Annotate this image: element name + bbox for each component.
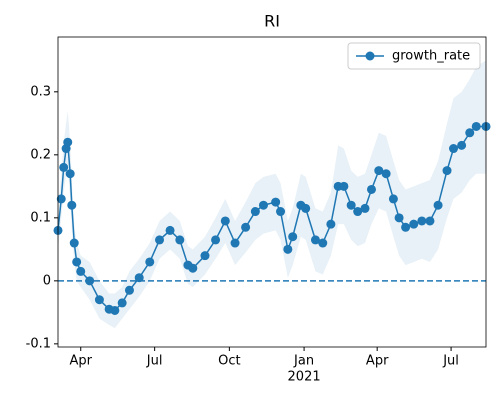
marker	[211, 235, 221, 245]
marker	[417, 216, 427, 226]
marker	[394, 213, 404, 223]
marker	[326, 219, 336, 229]
marker	[134, 273, 144, 283]
marker	[381, 169, 391, 179]
marker	[465, 128, 475, 138]
marker	[318, 238, 328, 248]
marker	[374, 166, 384, 176]
x-tick-label: Oct	[218, 354, 240, 369]
marker	[94, 295, 104, 305]
y-tick-label: 0.2	[30, 147, 51, 162]
y-tick-label: -0.1	[26, 336, 51, 351]
marker	[283, 244, 293, 254]
marker	[117, 298, 127, 308]
marker	[124, 285, 134, 295]
marker	[220, 216, 230, 226]
legend-marker	[365, 51, 375, 61]
marker	[409, 219, 419, 229]
marker	[155, 235, 165, 245]
legend-label: growth_rate	[392, 49, 470, 64]
x-tick-label: Jul	[442, 354, 459, 369]
marker	[258, 200, 268, 210]
marker	[59, 162, 69, 172]
marker	[250, 207, 260, 217]
marker	[110, 305, 120, 315]
marker	[360, 203, 370, 213]
y-tick-label: 0	[43, 273, 51, 288]
chart-title: RI	[264, 12, 280, 31]
marker	[165, 225, 175, 235]
marker	[76, 266, 86, 276]
marker	[188, 263, 198, 273]
marker	[65, 169, 75, 179]
marker	[353, 207, 363, 217]
marker	[339, 181, 349, 191]
marker	[471, 121, 481, 131]
marker	[288, 232, 298, 242]
marker	[276, 207, 286, 217]
marker	[271, 197, 281, 207]
marker	[425, 216, 435, 226]
marker	[241, 222, 251, 232]
marker	[457, 140, 467, 150]
marker	[85, 276, 95, 286]
x-tick-label: Apr	[366, 354, 389, 369]
y-tick-label: 0.1	[30, 210, 51, 225]
marker	[69, 238, 79, 248]
x-tick-sublabel: 2021	[288, 370, 321, 385]
marker	[145, 257, 155, 267]
marker	[433, 200, 443, 210]
marker	[366, 184, 376, 194]
marker	[63, 137, 73, 147]
x-tick-label: Apr	[69, 354, 92, 369]
marker	[67, 200, 77, 210]
marker	[301, 203, 311, 213]
marker	[401, 222, 411, 232]
marker	[449, 144, 459, 154]
marker	[72, 257, 82, 267]
marker	[56, 194, 66, 204]
legend-box	[347, 42, 481, 70]
marker	[346, 200, 356, 210]
y-tick-label: 0.3	[30, 84, 51, 99]
x-tick-label: Jul	[146, 354, 163, 369]
marker	[200, 251, 210, 261]
confidence-band	[58, 60, 486, 329]
marker	[310, 235, 320, 245]
marker	[230, 238, 240, 248]
marker	[388, 194, 398, 204]
marker	[175, 235, 185, 245]
plot-frame	[57, 36, 487, 348]
marker	[442, 166, 452, 176]
x-tick-label: Jan	[293, 354, 314, 369]
